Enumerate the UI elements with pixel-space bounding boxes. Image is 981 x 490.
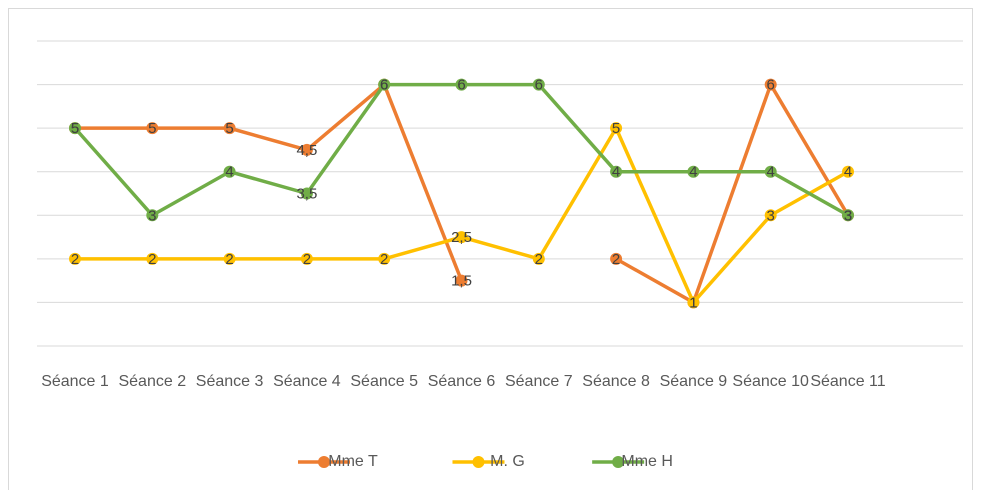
data-point [300, 252, 313, 265]
data-label: 5 [225, 120, 233, 137]
data-point [764, 165, 777, 178]
x-tick-label: Séance 7 [504, 373, 573, 390]
data-label: 6 [457, 77, 465, 94]
data-label: 6 [767, 77, 775, 94]
data-point [300, 143, 313, 156]
data-point [223, 122, 236, 135]
data-label: 4 [844, 164, 852, 181]
data-label: 3 [844, 207, 852, 224]
data-point [610, 122, 623, 135]
data-label: 1,5 [451, 273, 472, 290]
data-point [455, 274, 468, 287]
data-label: 3,5 [296, 185, 317, 202]
data-label: 6 [380, 77, 388, 94]
data-label: 2 [71, 251, 79, 268]
data-label: 2 [535, 251, 543, 268]
legend-label: Mme H [621, 453, 673, 470]
data-label: 2 [225, 251, 233, 268]
data-point [455, 231, 468, 244]
x-tick-label: Séance 2 [118, 373, 187, 390]
data-label: 6 [380, 77, 388, 94]
data-label: 4 [612, 164, 620, 181]
legend-marker [318, 456, 330, 468]
x-tick-label: Séance 4 [273, 373, 341, 390]
data-point [69, 252, 81, 265]
data-label: 4 [767, 164, 775, 181]
x-tick-label: Séance 1 [41, 373, 109, 390]
series-line [75, 82, 850, 305]
data-point [532, 78, 545, 91]
legend-marker [472, 456, 485, 468]
data-point [610, 252, 623, 265]
chart-border [8, 8, 973, 490]
data-point [300, 187, 313, 200]
data-label: 3 [844, 207, 852, 224]
data-point [842, 165, 854, 178]
data-point [610, 165, 623, 178]
data-point [764, 209, 777, 222]
data-label: 2 [612, 251, 620, 268]
x-tick-label: Séance 9 [659, 373, 728, 390]
data-point [687, 296, 700, 309]
legend-label: M. G [490, 453, 525, 470]
legend-label: Mme T [328, 453, 378, 470]
data-point [687, 165, 700, 178]
data-point [69, 122, 81, 135]
data-point [842, 209, 854, 222]
data-label: 2 [303, 251, 311, 268]
data-label: 4 [225, 164, 233, 181]
x-tick-label: Séance 11 [810, 373, 886, 390]
data-point [223, 165, 236, 178]
x-tick-label: Séance 6 [427, 373, 496, 390]
data-label: 5 [71, 120, 79, 137]
data-point [764, 78, 777, 91]
data-point [223, 252, 236, 265]
data-point [146, 252, 159, 265]
data-label: 5 [71, 120, 79, 137]
x-tick-label: Séance 10 [732, 373, 809, 390]
data-label: 3 [767, 207, 775, 224]
data-point [455, 78, 468, 91]
data-label: 2,5 [451, 229, 472, 246]
data-point [146, 209, 159, 222]
data-label: 4 [689, 164, 697, 181]
data-label: 5 [148, 120, 156, 137]
data-point [378, 78, 391, 91]
x-tick-label: Séance 3 [195, 373, 264, 390]
data-label: 6 [535, 77, 543, 94]
legend-marker [612, 456, 625, 468]
x-tick-label: Séance 8 [582, 373, 650, 390]
data-label: 3 [148, 207, 156, 224]
data-label: 5 [612, 120, 620, 137]
data-label: 1 [689, 294, 697, 311]
data-label: 4,5 [296, 142, 317, 159]
data-point [146, 122, 159, 135]
data-label: 1 [689, 294, 697, 311]
x-tick-label: Séance 5 [350, 373, 418, 390]
data-point [532, 252, 545, 265]
data-label: 2 [148, 251, 156, 268]
data-point [378, 252, 391, 265]
data-label: 2 [380, 251, 388, 268]
